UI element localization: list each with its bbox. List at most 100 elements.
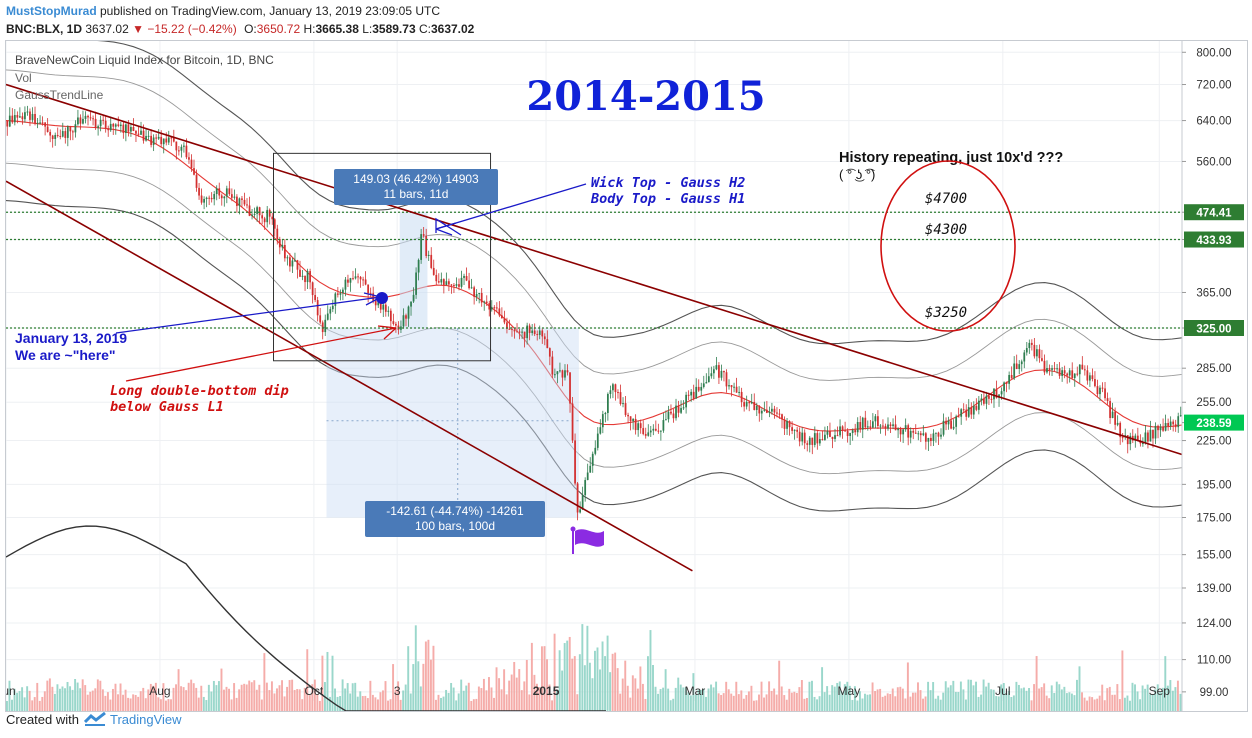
history-annotation-line1: History repeating, just 10x'd ??? — [839, 150, 1063, 166]
volume-bar — [228, 688, 231, 711]
volume-bar — [697, 689, 700, 711]
candle-body — [294, 260, 296, 262]
volume-bar — [864, 693, 866, 711]
volume-bar — [1081, 692, 1083, 711]
volume-bar — [149, 683, 152, 711]
candle-body — [1157, 425, 1159, 431]
candle-body — [1179, 415, 1182, 417]
volume-bar — [409, 693, 412, 711]
candle-body — [871, 421, 874, 428]
volume-bar — [909, 696, 912, 711]
volume-bar — [1038, 688, 1041, 711]
gauss-upper-1-band — [6, 69, 1183, 381]
candle-body — [584, 480, 587, 496]
volume-bar — [334, 688, 336, 711]
volume-bar — [1070, 693, 1073, 711]
volume-bar — [828, 694, 831, 711]
candle-body — [200, 195, 203, 203]
candle-body — [818, 439, 821, 444]
volume-bar — [1116, 684, 1119, 711]
volume-bar — [1035, 656, 1038, 711]
volume-bar — [265, 682, 268, 711]
candle-body — [899, 428, 902, 435]
volume-bar — [583, 665, 586, 711]
volume-bar — [1088, 696, 1091, 711]
volume-bar — [959, 681, 962, 711]
volume-bar — [1151, 693, 1154, 711]
candle-body — [352, 278, 354, 280]
gauss-bands — [6, 41, 1183, 711]
candle-body — [425, 235, 428, 256]
candle-body — [1111, 411, 1114, 418]
candle-body — [470, 287, 473, 289]
candle-body — [952, 426, 955, 429]
candle-body — [77, 117, 79, 125]
volume-bar — [1161, 687, 1164, 711]
candle-body — [263, 218, 266, 223]
candle-body — [1106, 398, 1109, 402]
tradingview-brand[interactable]: TradingView — [110, 712, 182, 727]
volume-bar — [558, 650, 561, 711]
volume-bar — [518, 669, 521, 711]
current-position-marker — [376, 292, 388, 304]
candle-body — [715, 365, 718, 370]
candle-body — [1149, 429, 1152, 442]
chart-pane[interactable]: 800.00 720.00 640.00 560.00 474.41 433.93 365.… — [5, 40, 1248, 712]
candle-body — [104, 120, 107, 129]
volume-bar — [424, 641, 427, 711]
candle-body — [430, 254, 433, 268]
candle-body — [571, 403, 574, 441]
candle-body — [841, 426, 844, 431]
volume-bar — [1101, 684, 1104, 711]
volume-bar — [152, 685, 155, 711]
candle-body — [808, 437, 811, 445]
volume-bar — [679, 684, 682, 711]
volume-bar — [737, 694, 740, 711]
candle-body — [765, 409, 768, 413]
volume-bar — [972, 685, 975, 711]
candle-body — [662, 420, 665, 431]
candle-body — [147, 135, 150, 137]
candle-body — [304, 275, 306, 283]
volume-bar — [58, 688, 61, 711]
price-chart[interactable]: 800.00 720.00 640.00 560.00 474.41 433.93 365.… — [6, 41, 1247, 711]
candle-body — [359, 276, 362, 280]
volume-bar — [510, 674, 513, 711]
candle-body — [117, 124, 120, 127]
volume-bar — [313, 679, 316, 711]
measure-box-down — [326, 327, 579, 518]
candle-body — [172, 138, 175, 142]
volume-bar — [384, 681, 387, 711]
candle-body — [1177, 416, 1180, 428]
volume-bar — [664, 669, 667, 711]
candle-body — [54, 134, 57, 139]
candle-body — [311, 282, 314, 296]
volume-bar — [1017, 684, 1020, 711]
volume-bar — [21, 687, 24, 711]
candle-body — [735, 386, 738, 393]
volume-bar — [528, 694, 531, 711]
candle-body — [6, 120, 9, 127]
volume-bar — [144, 698, 147, 711]
volume-bar — [652, 664, 654, 711]
candle-body — [473, 287, 476, 297]
volume-bar — [235, 697, 238, 711]
volume-bar — [649, 630, 652, 711]
candle-body — [551, 356, 554, 375]
candle-body — [861, 417, 864, 430]
price-level-label: 433.93 — [1196, 235, 1231, 247]
jan-arrow-line — [115, 296, 382, 334]
volume-bar — [1050, 685, 1053, 711]
candle-body — [1015, 363, 1018, 369]
candle-body — [791, 427, 793, 431]
candle-body — [1048, 368, 1051, 370]
volume-bar — [450, 682, 453, 711]
symbol-name[interactable]: BNC:BLX, 1D — [6, 22, 83, 36]
author-link[interactable]: MustStopMurad — [6, 4, 97, 18]
volume-bar — [954, 691, 957, 711]
volume-bar — [331, 655, 334, 711]
candle-body — [937, 432, 940, 437]
volume-bar — [1106, 688, 1109, 711]
candle-body — [490, 307, 493, 310]
candle-body — [1010, 375, 1013, 379]
